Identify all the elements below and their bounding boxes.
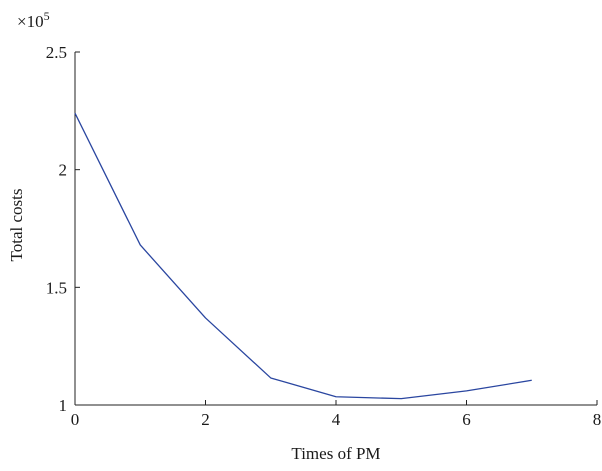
exponent-base: ×10 [17,12,44,31]
y-tick-label: 2 [59,161,68,180]
x-tick-label: 0 [71,410,80,429]
series-line-total-costs [74,112,532,400]
x-axis-label: Times of PM [291,444,380,463]
x-tick-label: 8 [593,410,602,429]
y-tick-label: 2.5 [46,43,67,62]
axis-exponent-label: ×105 [17,9,50,31]
y-axis-label: Total costs [7,189,26,262]
y-tick-label: 1 [59,396,68,415]
x-tick-label: 2 [201,410,210,429]
y-tick-label: 1.5 [46,278,67,297]
exponent-power: 5 [44,9,50,23]
x-tick-label: 4 [332,410,341,429]
x-tick-label: 6 [462,410,471,429]
labels-layer: Times of PM Total costs ×105 [7,9,381,463]
axes-layer: 0 2 4 6 8 1 1.5 2 2.5 [46,43,602,429]
series-layer [74,112,532,400]
